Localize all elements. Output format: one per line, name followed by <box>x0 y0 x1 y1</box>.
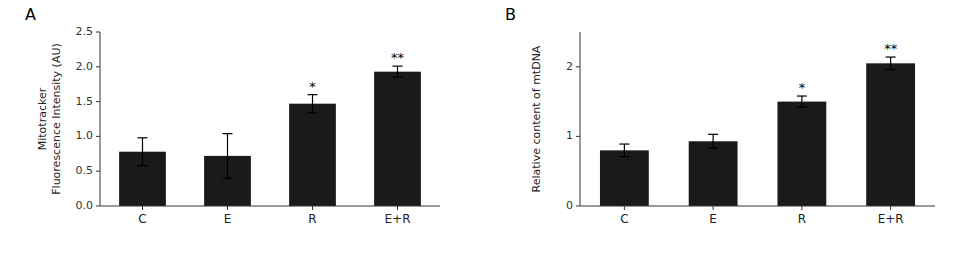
error-cap <box>223 133 233 134</box>
x-tick-label: E <box>709 212 717 226</box>
bar <box>374 72 421 206</box>
error-bar <box>393 66 403 77</box>
y-tick-label: 2.0 <box>76 60 94 73</box>
x-tick <box>713 206 714 210</box>
error-line <box>624 144 625 157</box>
error-cap <box>308 112 318 113</box>
error-cap <box>619 143 629 144</box>
x-tick <box>397 206 398 210</box>
bar <box>777 102 826 206</box>
error-cap <box>886 56 896 57</box>
marks <box>119 66 421 206</box>
x-tick <box>890 206 891 210</box>
y-tick <box>576 136 580 137</box>
error-cap <box>393 66 403 67</box>
y-tick-label: 1.5 <box>76 95 94 108</box>
y-tick-label: 1 <box>566 129 573 142</box>
panel: 0.00.51.01.52.02.5CERE+R***MitotrackerFl… <box>25 5 440 226</box>
y-axis <box>580 32 581 206</box>
error-cap <box>708 134 718 135</box>
x-tick-label: R <box>308 212 316 226</box>
error-cap <box>708 148 718 149</box>
x-tick <box>142 206 143 210</box>
marks <box>600 57 915 206</box>
y-tick <box>96 206 100 207</box>
error-line <box>713 134 714 148</box>
error-bar <box>797 96 807 107</box>
x-tick <box>227 206 228 210</box>
y-tick-label: 0 <box>566 199 573 212</box>
x-tick-label: R <box>798 212 806 226</box>
figure: 0.00.51.01.52.02.5CERE+R***MitotrackerFl… <box>0 0 964 254</box>
x-tick <box>624 206 625 210</box>
error-cap <box>619 156 629 157</box>
x-axis <box>100 206 440 207</box>
error-cap <box>886 69 896 70</box>
y-axis-label: Relative content of mtDNA <box>530 45 543 192</box>
error-line <box>142 138 143 166</box>
y-axis-label: Fluorescence Intensity (AU) <box>50 43 63 195</box>
error-bar <box>619 144 629 157</box>
x-tick-label: E <box>224 212 232 226</box>
bar <box>866 63 915 206</box>
y-tick <box>96 136 100 137</box>
y-axis <box>100 32 101 206</box>
x-tick-label: C <box>138 212 146 226</box>
x-tick <box>801 206 802 210</box>
significance: ** <box>884 41 898 56</box>
y-tick <box>96 66 100 67</box>
y-tick-label: 0.0 <box>76 199 94 212</box>
error-bar <box>886 57 896 70</box>
y-tick-label: 1.0 <box>76 129 94 142</box>
y-tick <box>576 206 580 207</box>
bar <box>689 141 738 206</box>
y-tick-label: 2.5 <box>76 25 94 38</box>
error-bar <box>223 134 233 179</box>
error-bar <box>138 138 148 166</box>
x-tick <box>312 206 313 210</box>
error-bar <box>708 134 718 148</box>
error-line <box>227 134 228 179</box>
bar <box>600 150 649 206</box>
y-tick <box>96 32 100 33</box>
error-line <box>801 96 802 107</box>
error-cap <box>138 137 148 138</box>
error-cap <box>797 107 807 108</box>
error-cap <box>308 94 318 95</box>
error-line <box>397 66 398 77</box>
y-tick-label: 2 <box>566 60 573 73</box>
bar <box>289 104 336 206</box>
error-cap <box>223 178 233 179</box>
significance: ** <box>391 50 405 65</box>
significance: * <box>799 80 806 95</box>
x-tick-label: E+R <box>878 212 904 226</box>
error-cap <box>797 95 807 96</box>
panel: 012CERE+R***Relative content of mtDNAB <box>505 5 935 226</box>
error-line <box>890 57 891 70</box>
error-cap <box>138 165 148 166</box>
y-tick-label: 0.5 <box>76 164 94 177</box>
x-tick-label: C <box>620 212 628 226</box>
error-cap <box>393 77 403 78</box>
panel-label: B <box>505 5 516 24</box>
panel-label: A <box>25 5 36 24</box>
x-tick-label: E+R <box>385 212 411 226</box>
y-axis-label: Mitotracker <box>36 87 49 150</box>
x-axis <box>580 206 935 207</box>
error-bar <box>308 95 318 113</box>
y-tick <box>96 101 100 102</box>
error-line <box>312 95 313 113</box>
y-tick <box>576 66 580 67</box>
significance: * <box>309 79 316 94</box>
y-tick <box>96 171 100 172</box>
